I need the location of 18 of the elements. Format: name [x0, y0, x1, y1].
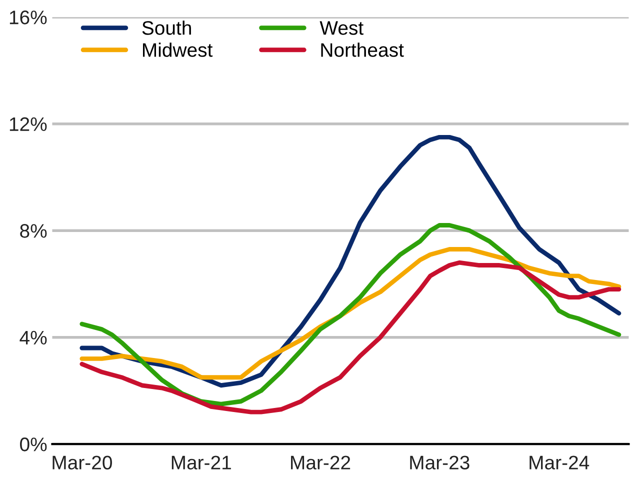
y-tick-label: 8%: [20, 224, 47, 238]
x-tick-label: Mar-22: [291, 456, 350, 470]
line-series: [80, 134, 622, 388]
line-series: [80, 247, 622, 380]
legend-label: South: [142, 20, 191, 35]
y-tick-label: 0%: [20, 438, 47, 452]
legend-label: West: [320, 21, 364, 35]
legend-label: Midwest: [143, 42, 213, 57]
line-series: [80, 223, 622, 406]
y-tick-label: 4%: [20, 330, 47, 344]
legend-label: Northeast: [321, 42, 404, 57]
line-series: [80, 260, 622, 414]
x-tick-label: Mar-21: [172, 456, 231, 470]
y-tick-label: 16%: [10, 10, 47, 24]
x-tick-label: Mar-23: [410, 456, 470, 470]
x-tick-label: Mar-24: [530, 456, 590, 470]
x-tick-label: Mar-20: [52, 456, 112, 470]
y-tick-label: 12%: [10, 117, 47, 131]
